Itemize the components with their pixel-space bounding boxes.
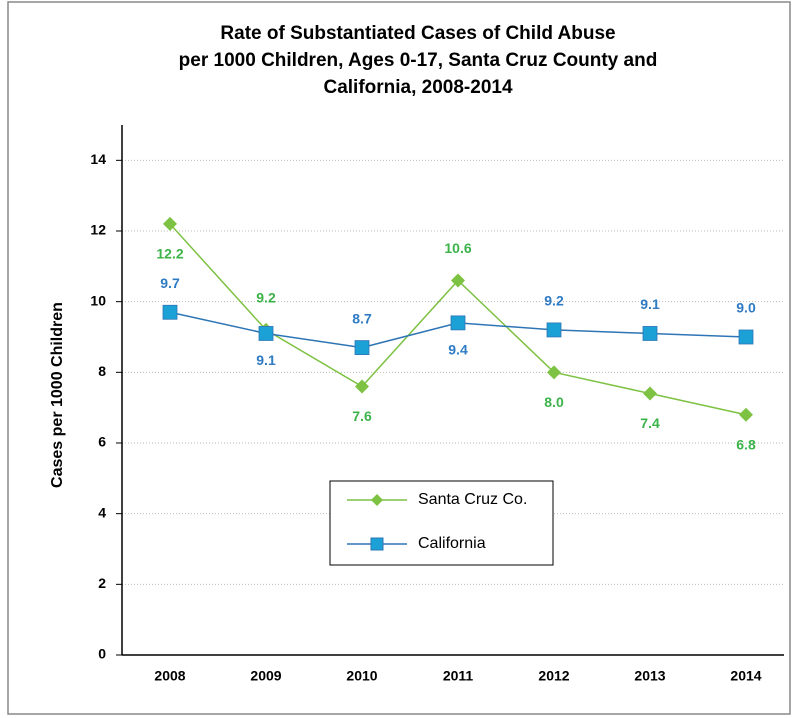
marker [739,407,753,422]
marker [546,322,562,338]
data-label: 9.4 [448,342,468,358]
marker [738,329,754,345]
data-label: 9.7 [160,275,180,291]
x-tick-label: 2012 [538,668,569,684]
data-label: 7.6 [352,408,372,424]
marker [642,326,658,341]
data-label: 6.8 [736,436,756,452]
marker [354,340,370,356]
data-label: 8.7 [352,310,372,326]
y-tick-label: 14 [90,151,106,167]
x-tick-label: 2008 [154,668,185,684]
y-tick-label: 8 [98,363,106,379]
marker [355,379,369,394]
data-label: 7.4 [640,415,660,431]
y-tick-label: 10 [90,292,106,308]
x-tick-label: 2010 [346,668,377,684]
y-tick-label: 4 [98,504,106,520]
data-label: 9.0 [736,300,756,316]
data-label: 8.0 [544,394,564,410]
marker [162,304,178,320]
legend-label: California [418,535,486,552]
x-tick-label: 2014 [730,668,761,684]
x-tick-label: 2009 [250,668,281,684]
y-tick-label: 2 [98,575,106,591]
y-tick-label: 6 [98,434,106,450]
legend-marker [370,537,384,551]
chart-title: Rate of Substantiated Cases of Child Abu… [179,23,658,98]
marker [450,315,466,331]
x-tick-label: 2011 [443,668,474,684]
legend-box [329,480,554,566]
title-line: per 1000 Children, Ages 0-17, Santa Cruz… [179,50,658,71]
legend-marker [371,494,383,506]
marker [258,326,274,341]
data-label: 9.1 [256,352,276,368]
marker [451,273,465,288]
data-label: 9.2 [544,293,564,309]
y-axis-label: Cases per 1000 Children [49,302,66,488]
x-tick-label: 2013 [634,668,665,684]
y-tick-label: 12 [90,222,106,238]
title-line: California, 2008-2014 [323,77,512,98]
data-label: 12.2 [156,246,183,262]
marker [643,386,657,401]
data-label: 9.1 [640,296,660,312]
marker [163,216,177,231]
data-label: 9.2 [256,290,276,306]
title-line: Rate of Substantiated Cases of Child Abu… [220,23,615,44]
frame [7,1,791,715]
y-tick-label: 0 [98,646,106,662]
legend-label: Santa Cruz Co. [418,491,527,508]
marker [547,365,561,380]
data-label: 10.6 [444,240,471,256]
